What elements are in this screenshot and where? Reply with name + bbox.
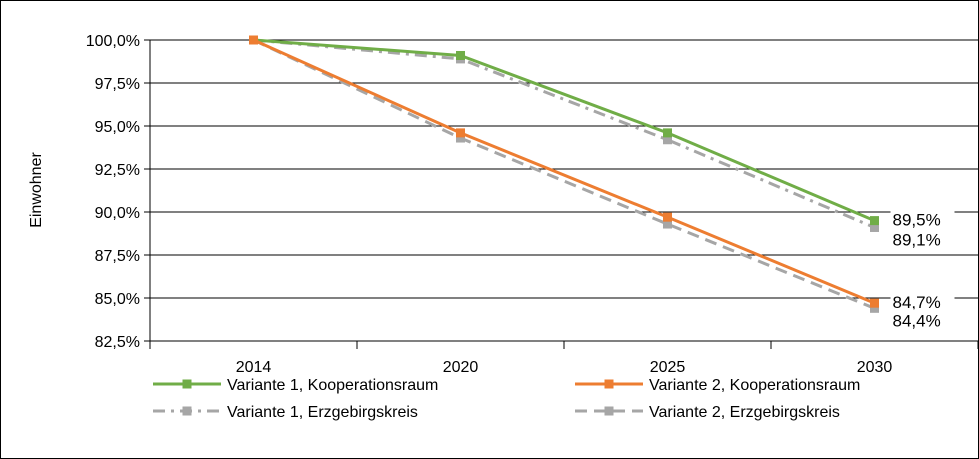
data-point [870, 298, 879, 308]
y-tick-label: 92,5% [95, 162, 140, 179]
legend-swatch-marker [604, 406, 614, 416]
data-point [870, 303, 879, 313]
annotation-background [890, 291, 955, 314]
data-point [456, 133, 465, 143]
data-label: 89,1% [893, 230, 941, 249]
series-line [252, 38, 876, 310]
gridlines [150, 39, 978, 342]
data-point [663, 128, 672, 138]
data-point [663, 212, 672, 222]
y-tick-label: 87,5% [95, 248, 140, 265]
y-tick-label: 85,0% [95, 291, 140, 308]
legend-label: Variante 1, Kooperationsraum [227, 377, 438, 394]
data-point [456, 128, 465, 138]
legend-entry: Variante 2, Erzgebirgskreis [575, 404, 840, 421]
y-tick-labels: 100,0% 97,5% 95,0% 92,5% 90,0% 87,5% 85,0% 82,5… [86, 33, 140, 351]
y-tick-label: 97,5% [95, 76, 140, 93]
x-tick-label: 2025 [650, 359, 686, 376]
data-label: 84,7% [893, 293, 941, 312]
legend-entry: Variante 1, Erzgebirgskreis [153, 404, 418, 421]
y-tick-label: 95,0% [95, 119, 140, 136]
x-tick-label: 2014 [236, 359, 272, 376]
data-point [249, 35, 258, 45]
legend-label: Variante 2, Erzgebirgskreis [649, 404, 840, 421]
data-annotations: 89,5%89,1% 84,7%84,4% [890, 208, 955, 332]
data-point [663, 135, 672, 145]
data-point [456, 50, 465, 60]
annotation-background [890, 228, 955, 251]
annotation-background [890, 309, 955, 332]
y-tick-label: 100,0% [86, 33, 140, 50]
data-point [870, 216, 879, 226]
y-axis-label: Einwohner [28, 152, 45, 228]
x-tick-labels: 2014 2020 2025 2030 [236, 359, 893, 376]
data-point [870, 222, 879, 232]
data-label: 84,4% [893, 311, 941, 330]
axes [144, 39, 978, 349]
legend: Variante 1, Kooperationsraum Variante 2, … [153, 377, 860, 421]
legend-swatch-marker [182, 379, 192, 389]
annotation-background [890, 208, 955, 231]
legend-label: Variante 1, Erzgebirgskreis [227, 404, 418, 421]
series-lines [249, 35, 879, 313]
data-label: 89,5% [893, 211, 941, 230]
series-line [252, 38, 876, 305]
data-point [663, 219, 672, 229]
y-tick-label: 82,5% [95, 334, 140, 351]
series-line [253, 38, 876, 222]
series-line [253, 38, 876, 229]
legend-entry: Variante 2, Kooperationsraum [575, 377, 860, 394]
legend-swatch-marker [604, 379, 614, 389]
legend-label: Variante 2, Kooperationsraum [649, 377, 860, 394]
x-tick-label: 2020 [443, 359, 479, 376]
legend-swatch-marker [182, 406, 192, 416]
x-tick-label: 2030 [857, 359, 893, 376]
legend-entry: Variante 1, Kooperationsraum [153, 377, 438, 394]
y-tick-label: 90,0% [95, 205, 140, 222]
